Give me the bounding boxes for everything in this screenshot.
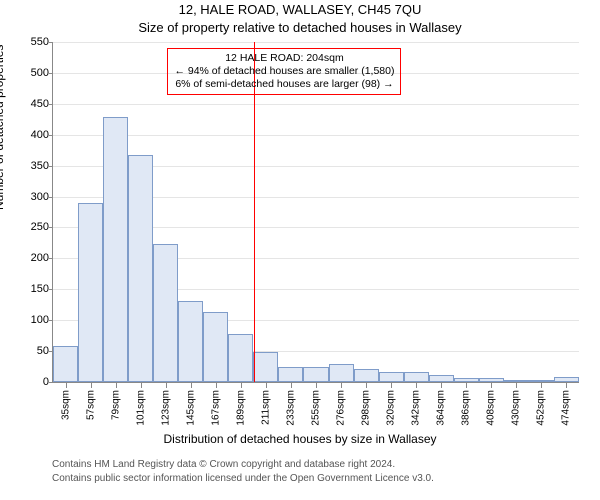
ytick-mark [49,289,53,290]
xtick-label: 101sqm [135,390,146,426]
ytick-mark [49,42,53,43]
histogram-bar [228,334,253,382]
ytick-label: 200 [9,252,49,264]
x-axis-label: Distribution of detached houses by size … [0,432,600,446]
plot-area: 05010015020025030035040045050055035sqm57… [52,42,579,383]
ytick-mark [49,166,53,167]
ytick-mark [49,227,53,228]
gridline [53,104,579,105]
histogram-bar [78,203,103,382]
xtick-label: 79sqm [110,390,121,420]
page-title-line2: Size of property relative to detached ho… [0,20,600,35]
gridline [53,42,579,43]
xtick-mark [391,382,392,388]
xtick-label: 386sqm [461,390,472,426]
ytick-mark [49,73,53,74]
histogram-bar [178,301,203,382]
ytick-label: 250 [9,221,49,233]
xtick-label: 430sqm [511,390,522,426]
xtick-label: 408sqm [486,390,497,426]
xtick-mark [491,382,492,388]
xtick-mark [316,382,317,388]
ytick-mark [49,382,53,383]
ytick-label: 150 [9,283,49,295]
histogram-bar [53,346,78,382]
histogram-plot: 05010015020025030035040045050055035sqm57… [52,42,578,382]
xtick-label: 276sqm [336,390,347,426]
annotation-line: 12 HALE ROAD: 204sqm [174,52,394,65]
xtick-label: 342sqm [411,390,422,426]
xtick-label: 320sqm [386,390,397,426]
xtick-mark [366,382,367,388]
histogram-bar [103,117,128,382]
ytick-mark [49,258,53,259]
histogram-bar [354,369,379,382]
footer-copyright-line1: Contains HM Land Registry data © Crown c… [52,458,578,471]
xtick-label: 57sqm [85,390,96,420]
ytick-label: 50 [9,345,49,357]
histogram-bar [303,367,328,382]
ytick-label: 350 [9,160,49,172]
histogram-bar [203,312,228,382]
xtick-label: 364sqm [436,390,447,426]
xtick-label: 233sqm [285,390,296,426]
ytick-mark [49,135,53,136]
xtick-mark [66,382,67,388]
histogram-bar [429,375,454,382]
xtick-mark [216,382,217,388]
xtick-label: 255sqm [311,390,322,426]
ytick-mark [49,104,53,105]
gridline [53,135,579,136]
xtick-mark [116,382,117,388]
xtick-mark [91,382,92,388]
xtick-mark [566,382,567,388]
histogram-bar [329,364,354,382]
ytick-label: 0 [9,376,49,388]
xtick-mark [541,382,542,388]
xtick-label: 298sqm [361,390,372,426]
xtick-mark [441,382,442,388]
footer-copyright-line2: Contains public sector information licen… [52,472,578,485]
histogram-bar [404,372,429,383]
ytick-label: 400 [9,129,49,141]
xtick-mark [416,382,417,388]
histogram-bar [379,372,404,383]
histogram-bar [253,352,278,382]
xtick-mark [166,382,167,388]
ytick-label: 100 [9,314,49,326]
xtick-mark [466,382,467,388]
page-title-line1: 12, HALE ROAD, WALLASEY, CH45 7QU [0,2,600,17]
xtick-label: 123sqm [160,390,171,426]
annotation-line: ← 94% of detached houses are smaller (1,… [174,65,394,78]
xtick-label: 452sqm [536,390,547,426]
xtick-label: 211sqm [260,390,271,425]
annotation-line: 6% of semi-detached houses are larger (9… [174,78,394,91]
xtick-mark [516,382,517,388]
ytick-mark [49,197,53,198]
y-axis-label: Number of detached properties [0,45,6,210]
histogram-bar [278,367,303,382]
annotation-box: 12 HALE ROAD: 204sqm← 94% of detached ho… [167,48,401,95]
ytick-label: 300 [9,191,49,203]
xtick-label: 145sqm [185,390,196,426]
xtick-mark [341,382,342,388]
xtick-mark [141,382,142,388]
ytick-label: 450 [9,98,49,110]
histogram-bar [153,244,178,382]
xtick-mark [191,382,192,388]
xtick-mark [241,382,242,388]
xtick-label: 167sqm [210,390,221,426]
histogram-bar [128,155,153,382]
xtick-mark [266,382,267,388]
xtick-label: 474sqm [561,390,572,426]
xtick-label: 35sqm [60,390,71,420]
ytick-label: 500 [9,67,49,79]
xtick-label: 189sqm [235,390,246,426]
ytick-label: 550 [9,36,49,48]
xtick-mark [291,382,292,388]
ytick-mark [49,320,53,321]
